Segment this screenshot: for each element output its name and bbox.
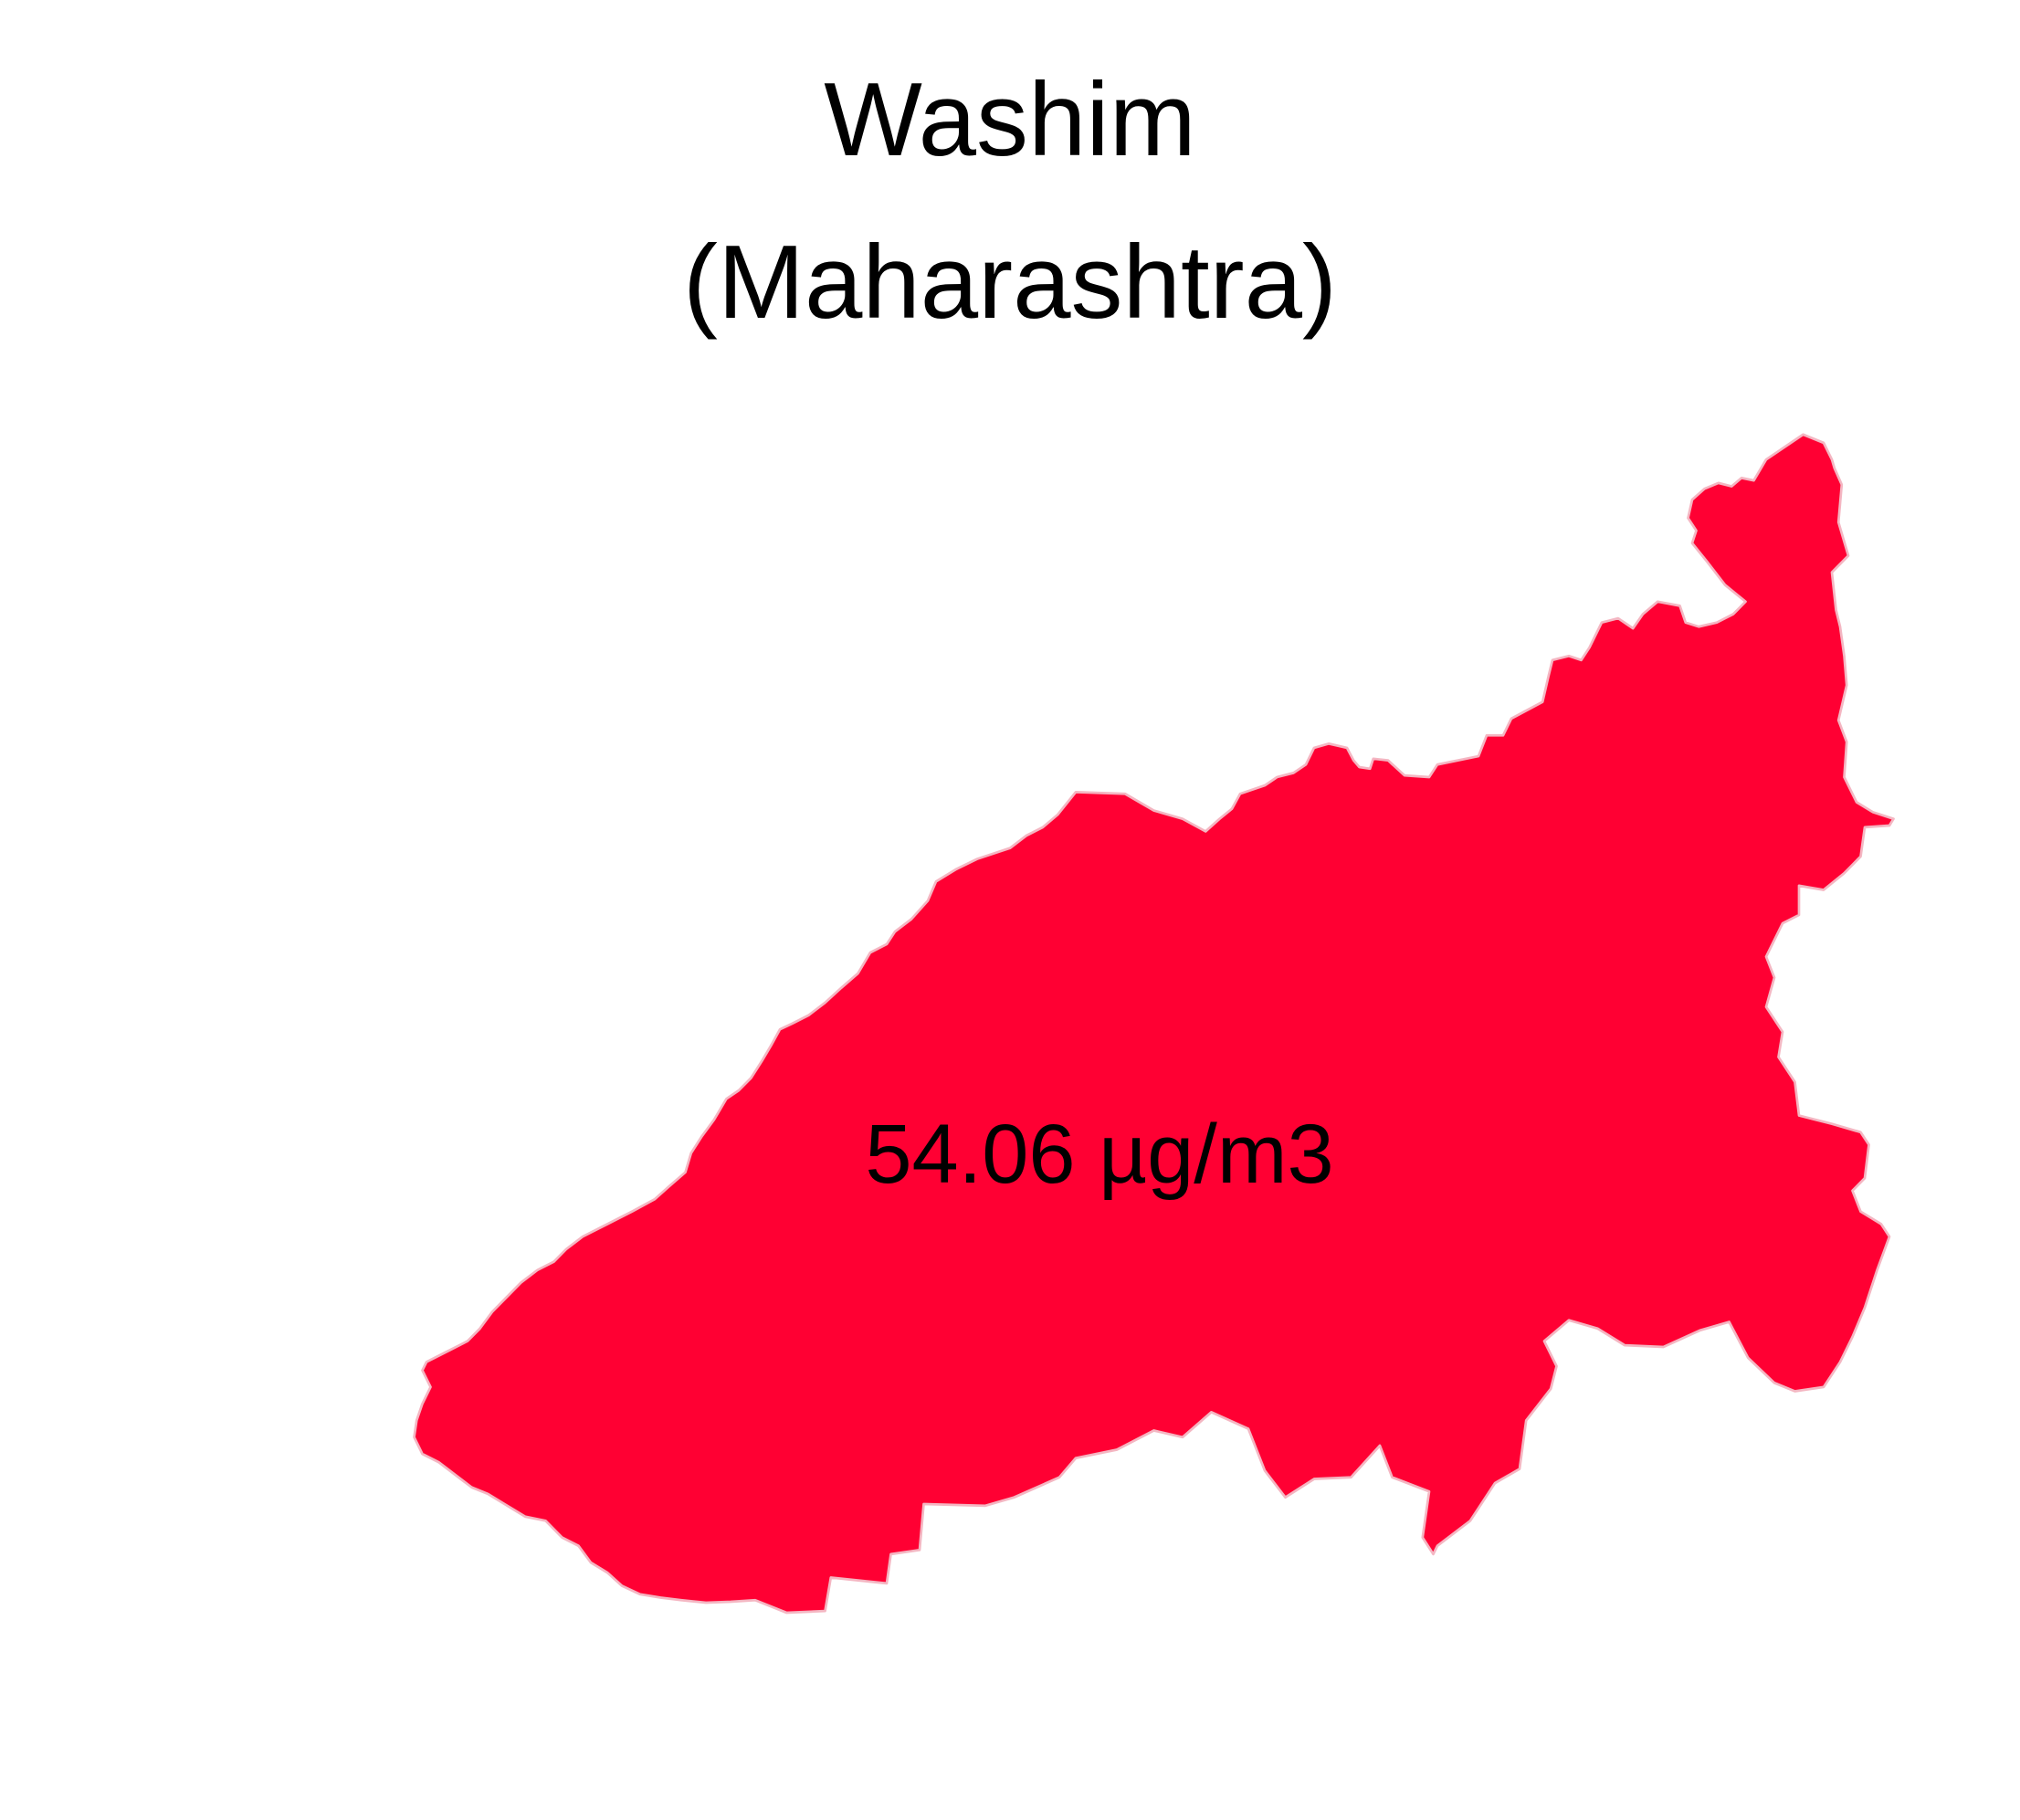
pm25-value-label: 54.06 µg/m3: [865, 1108, 1334, 1201]
map-subtitle: (Maharashtra): [683, 225, 1337, 341]
map-title: Washim: [824, 62, 1196, 178]
district-shape-washim: [413, 433, 1895, 1615]
